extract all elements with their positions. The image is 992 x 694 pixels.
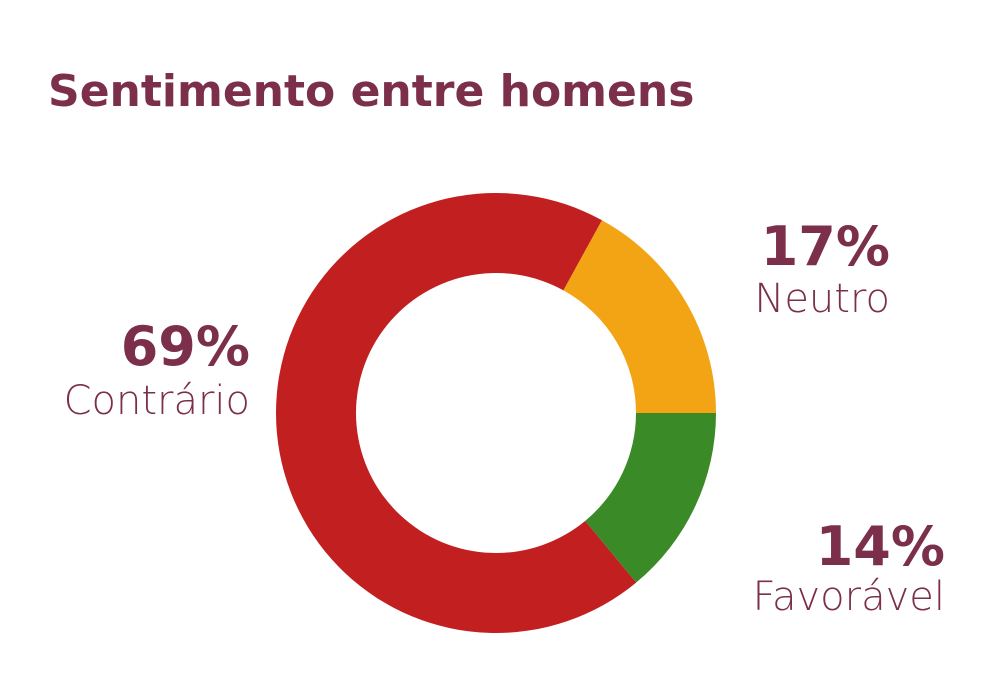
value-label: 17%: [761, 215, 890, 278]
value-label: 69%: [121, 315, 250, 378]
donut-segment: [563, 220, 716, 413]
donut-segment: [585, 413, 716, 583]
category-label: Neutro: [754, 276, 890, 322]
value-label: 14%: [816, 515, 945, 578]
category-label: Favorável: [753, 574, 945, 620]
donut-segment: [275, 192, 637, 633]
chart-title: Sentimento entre homens: [48, 66, 694, 117]
category-label: Contrário: [64, 378, 250, 424]
